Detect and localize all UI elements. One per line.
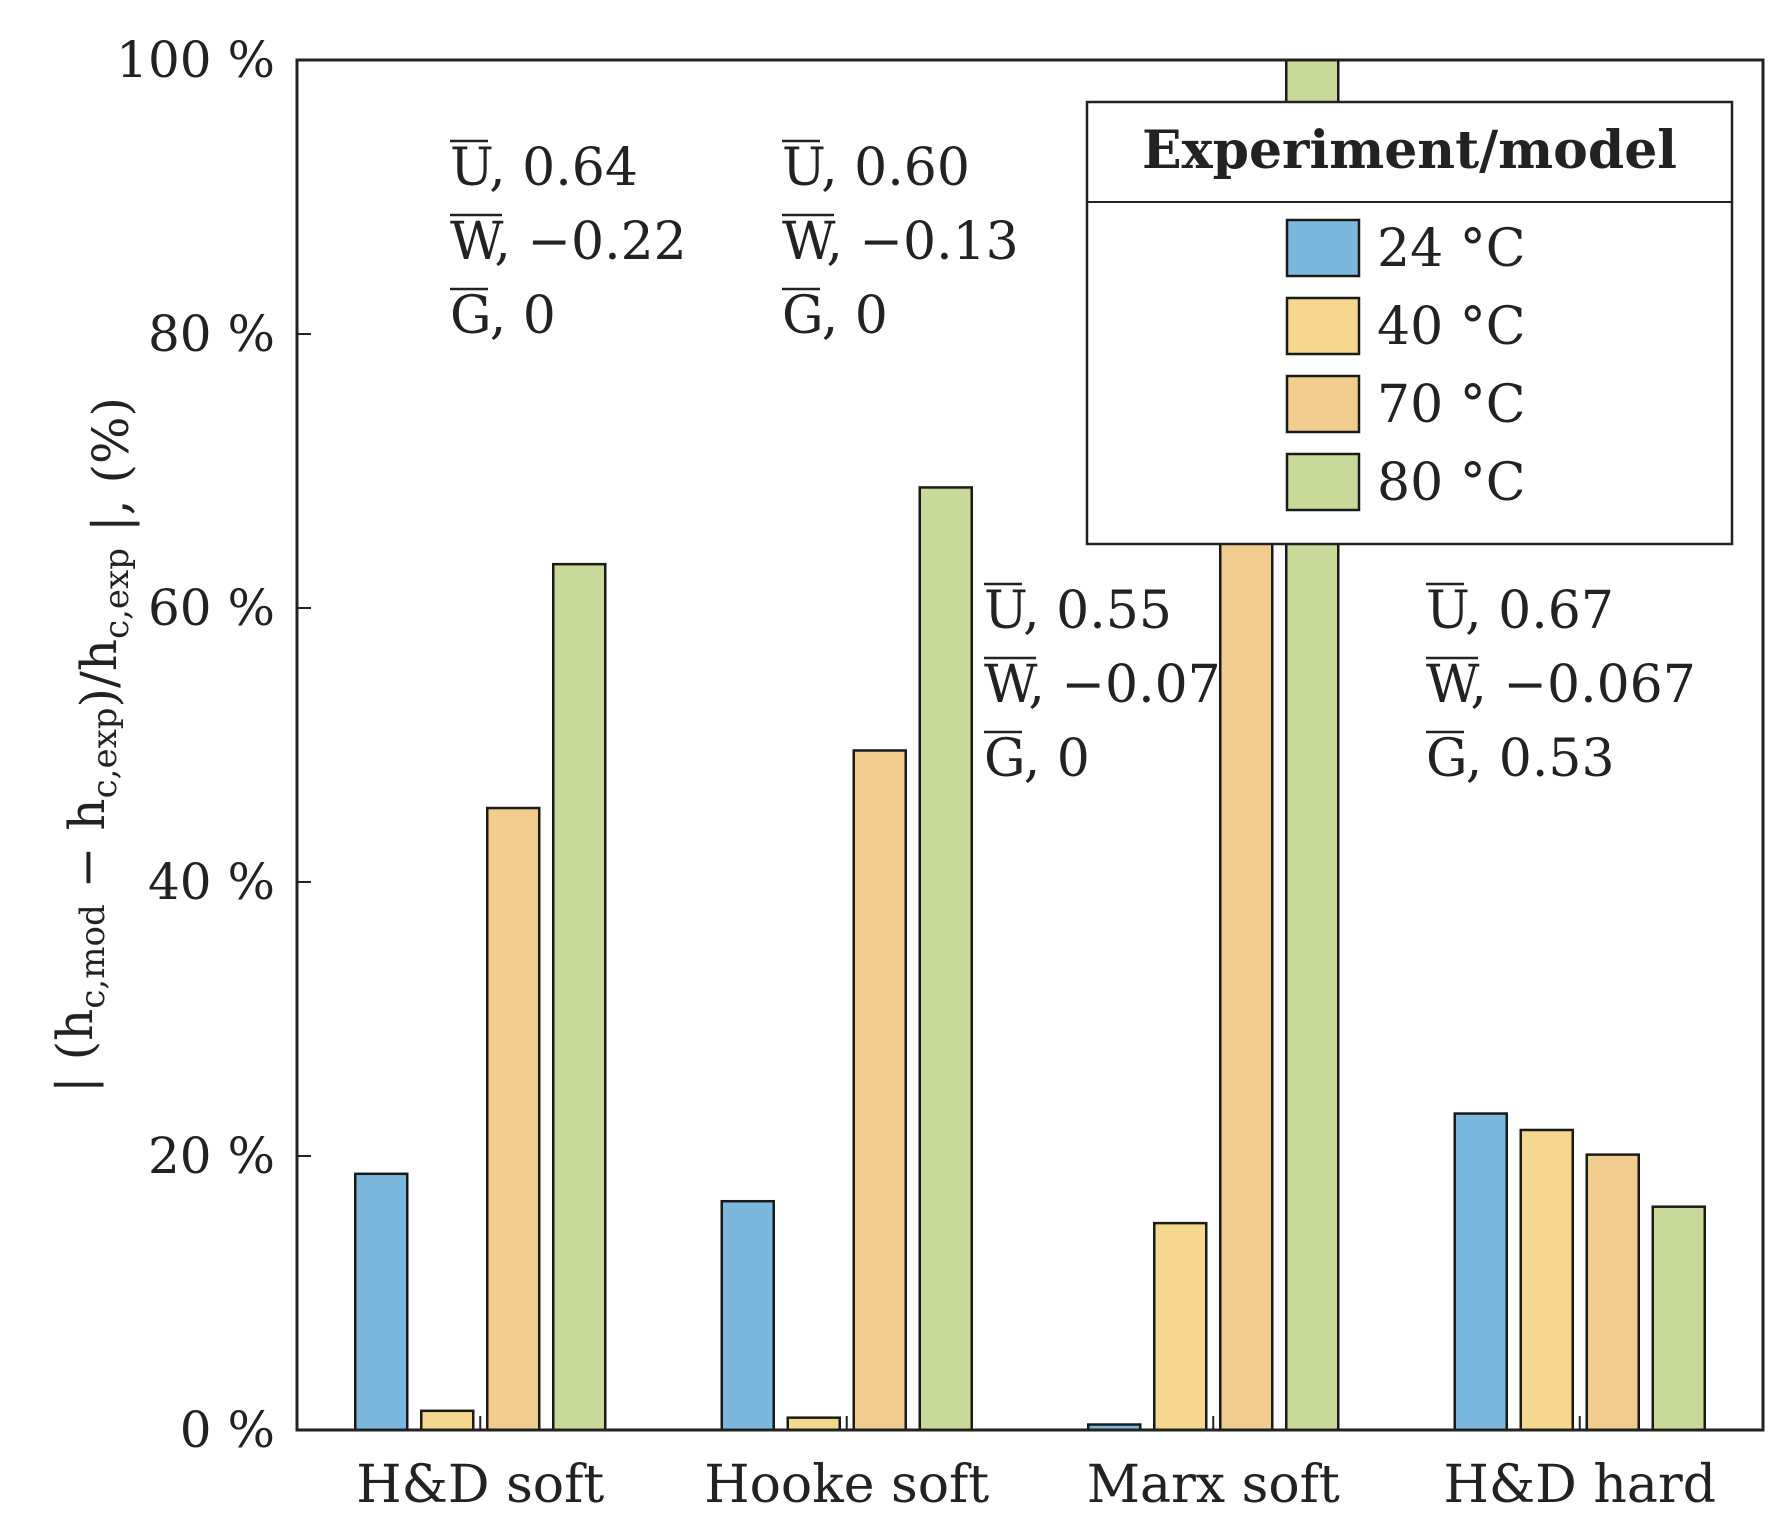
legend-swatch (1285, 374, 1361, 434)
bar-h-d-hard-24c (1453, 1112, 1508, 1432)
annotations: U, 0.64W, −0.22G, 0U, 0.60W, −0.13G, 0U,… (450, 138, 1696, 789)
legend-label: 24 °C (1377, 219, 1525, 279)
bar-h-d-soft-40c (420, 1409, 475, 1432)
y-axis-label: | (hc,mod − hc,exp)/hc,exp |, (%) (46, 397, 140, 1093)
annotation-line: G, 0.53 (1426, 729, 1615, 789)
y-tick-label: 60 % (148, 579, 275, 637)
x-axis-categories: H&D soft Hooke soft Marx soft H&D hard (356, 1455, 1716, 1515)
annotation-line: W, −0.22 (450, 212, 687, 272)
y-tick-label: 80 % (148, 305, 275, 363)
legend-swatch (1285, 296, 1361, 356)
bar-marx-soft-40c (1153, 1221, 1208, 1432)
x-category-label: H&D hard (1444, 1455, 1717, 1515)
bar-h-d-soft-80c (552, 562, 607, 1432)
legend-label: 40 °C (1377, 297, 1525, 357)
bar-h-d-hard-40c (1519, 1128, 1574, 1432)
annotation-line: U, 0.60 (782, 138, 970, 198)
y-tick-label: 40 % (148, 853, 275, 911)
legend-title: Experiment/model (1142, 120, 1677, 181)
bar-h-d-hard-70c (1585, 1153, 1640, 1432)
legend-box (1085, 100, 1734, 546)
annotation-line: G, 0 (782, 286, 888, 346)
annotation-line: G, 0 (984, 729, 1090, 789)
bar-h-d-hard-80c (1651, 1205, 1706, 1432)
bar-marx-soft-70c (1219, 490, 1274, 1432)
y-tick-label: 20 % (148, 1127, 275, 1185)
annotation-line: W, −0.067 (1426, 655, 1696, 715)
annotation-block: U, 0.60 W, −0.13 G, 0 (782, 138, 1019, 346)
bar-hooke-soft-80c (918, 486, 973, 1432)
annotation-line: W, −0.07 (984, 655, 1221, 715)
bar-hooke-soft-24c (720, 1199, 775, 1432)
bar-hooke-soft-40c (786, 1416, 841, 1432)
legend-swatch (1285, 218, 1361, 278)
legend: Experiment/model 24 °C 40 °C 70 °C 80 °C (1085, 100, 1734, 546)
y-axis-ticks: 0 % 20 % 40 % 60 % 80 % 100 % (116, 31, 311, 1459)
annotation-line: U, 0.67 (1426, 581, 1614, 641)
x-category-label: Marx soft (1087, 1455, 1340, 1515)
plot-frame (295, 58, 1765, 1432)
annotation-block: U, 0.64 W, −0.22 G, 0 (450, 138, 687, 346)
bar-hooke-soft-70c (852, 749, 907, 1432)
y-tick-label: 0 % (180, 1401, 275, 1459)
annotation-block: U, 0.67 W, −0.067 G, 0.53 (1426, 581, 1696, 789)
annotation-line: G, 0 (450, 286, 556, 346)
annotation-line: U, 0.55 (984, 581, 1172, 641)
x-category-label: H&D soft (356, 1455, 604, 1515)
y-tick-label: 100 % (116, 31, 275, 89)
annotation-line: U, 0.64 (450, 138, 638, 198)
annotation-block: U, 0.55 W, −0.07 G, 0 (984, 581, 1221, 789)
y-axis-title: | (hc,mod − hc,exp)/hc,exp |, (%) (46, 397, 140, 1093)
legend-swatch (1285, 452, 1361, 512)
x-category-label: Hooke soft (704, 1455, 989, 1515)
legend-label: 70 °C (1377, 375, 1525, 435)
bar-h-d-soft-70c (486, 806, 541, 1432)
legend-label: 80 °C (1377, 453, 1525, 513)
annotation-line: W, −0.13 (782, 212, 1019, 272)
bar-h-d-soft-24c (354, 1172, 409, 1432)
